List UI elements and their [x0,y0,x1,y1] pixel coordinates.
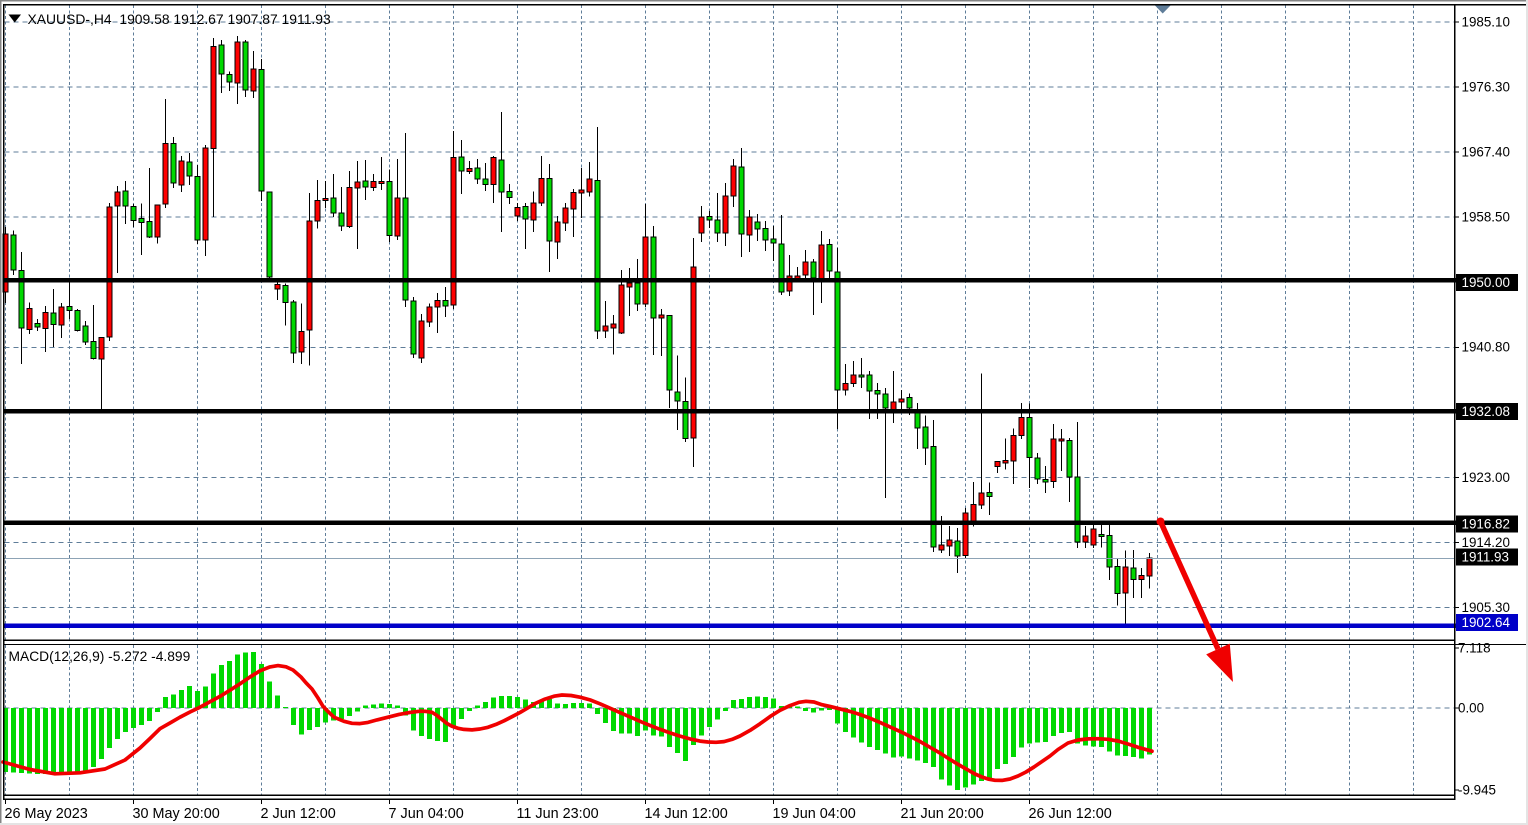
svg-text:1940.80: 1940.80 [1462,340,1510,355]
svg-text:1905.30: 1905.30 [1462,600,1510,615]
svg-text:26 May 2023: 26 May 2023 [5,806,88,822]
svg-text:0.00: 0.00 [1458,700,1484,715]
svg-text:1932.08: 1932.08 [1462,404,1510,419]
svg-text:1958.50: 1958.50 [1462,210,1510,225]
svg-text:7 Jun 04:00: 7 Jun 04:00 [389,806,464,822]
svg-text:1911.93: 1911.93 [1462,549,1509,564]
svg-text:-9.945: -9.945 [1458,782,1496,797]
svg-text:1976.30: 1976.30 [1462,80,1510,95]
svg-text:1923.00: 1923.00 [1462,470,1510,485]
svg-text:19 Jun 04:00: 19 Jun 04:00 [773,806,856,822]
svg-text:1967.40: 1967.40 [1462,145,1510,160]
svg-text:1950.00: 1950.00 [1462,275,1510,290]
svg-text:1985.10: 1985.10 [1462,14,1510,29]
svg-text:1914.20: 1914.20 [1462,535,1510,550]
svg-text:7.118: 7.118 [1458,641,1491,656]
svg-text:11 Jun 23:00: 11 Jun 23:00 [517,806,599,822]
svg-text:21 Jun 20:00: 21 Jun 20:00 [901,806,984,822]
svg-text:1902.64: 1902.64 [1462,615,1511,630]
svg-text:MACD(12,26,9) -5.272 -4.899: MACD(12,26,9) -5.272 -4.899 [9,649,191,664]
svg-text:1916.82: 1916.82 [1462,516,1510,531]
svg-text:26 Jun 12:00: 26 Jun 12:00 [1029,806,1112,822]
svg-text:XAUUSD-,H4 1909.58 1912.67 19: XAUUSD-,H4 1909.58 1912.67 1907.87 1911.… [28,11,332,27]
svg-text:30 May 20:00: 30 May 20:00 [133,806,220,822]
svg-text:14 Jun 12:00: 14 Jun 12:00 [645,806,728,822]
svg-text:2 Jun 12:00: 2 Jun 12:00 [261,806,336,822]
